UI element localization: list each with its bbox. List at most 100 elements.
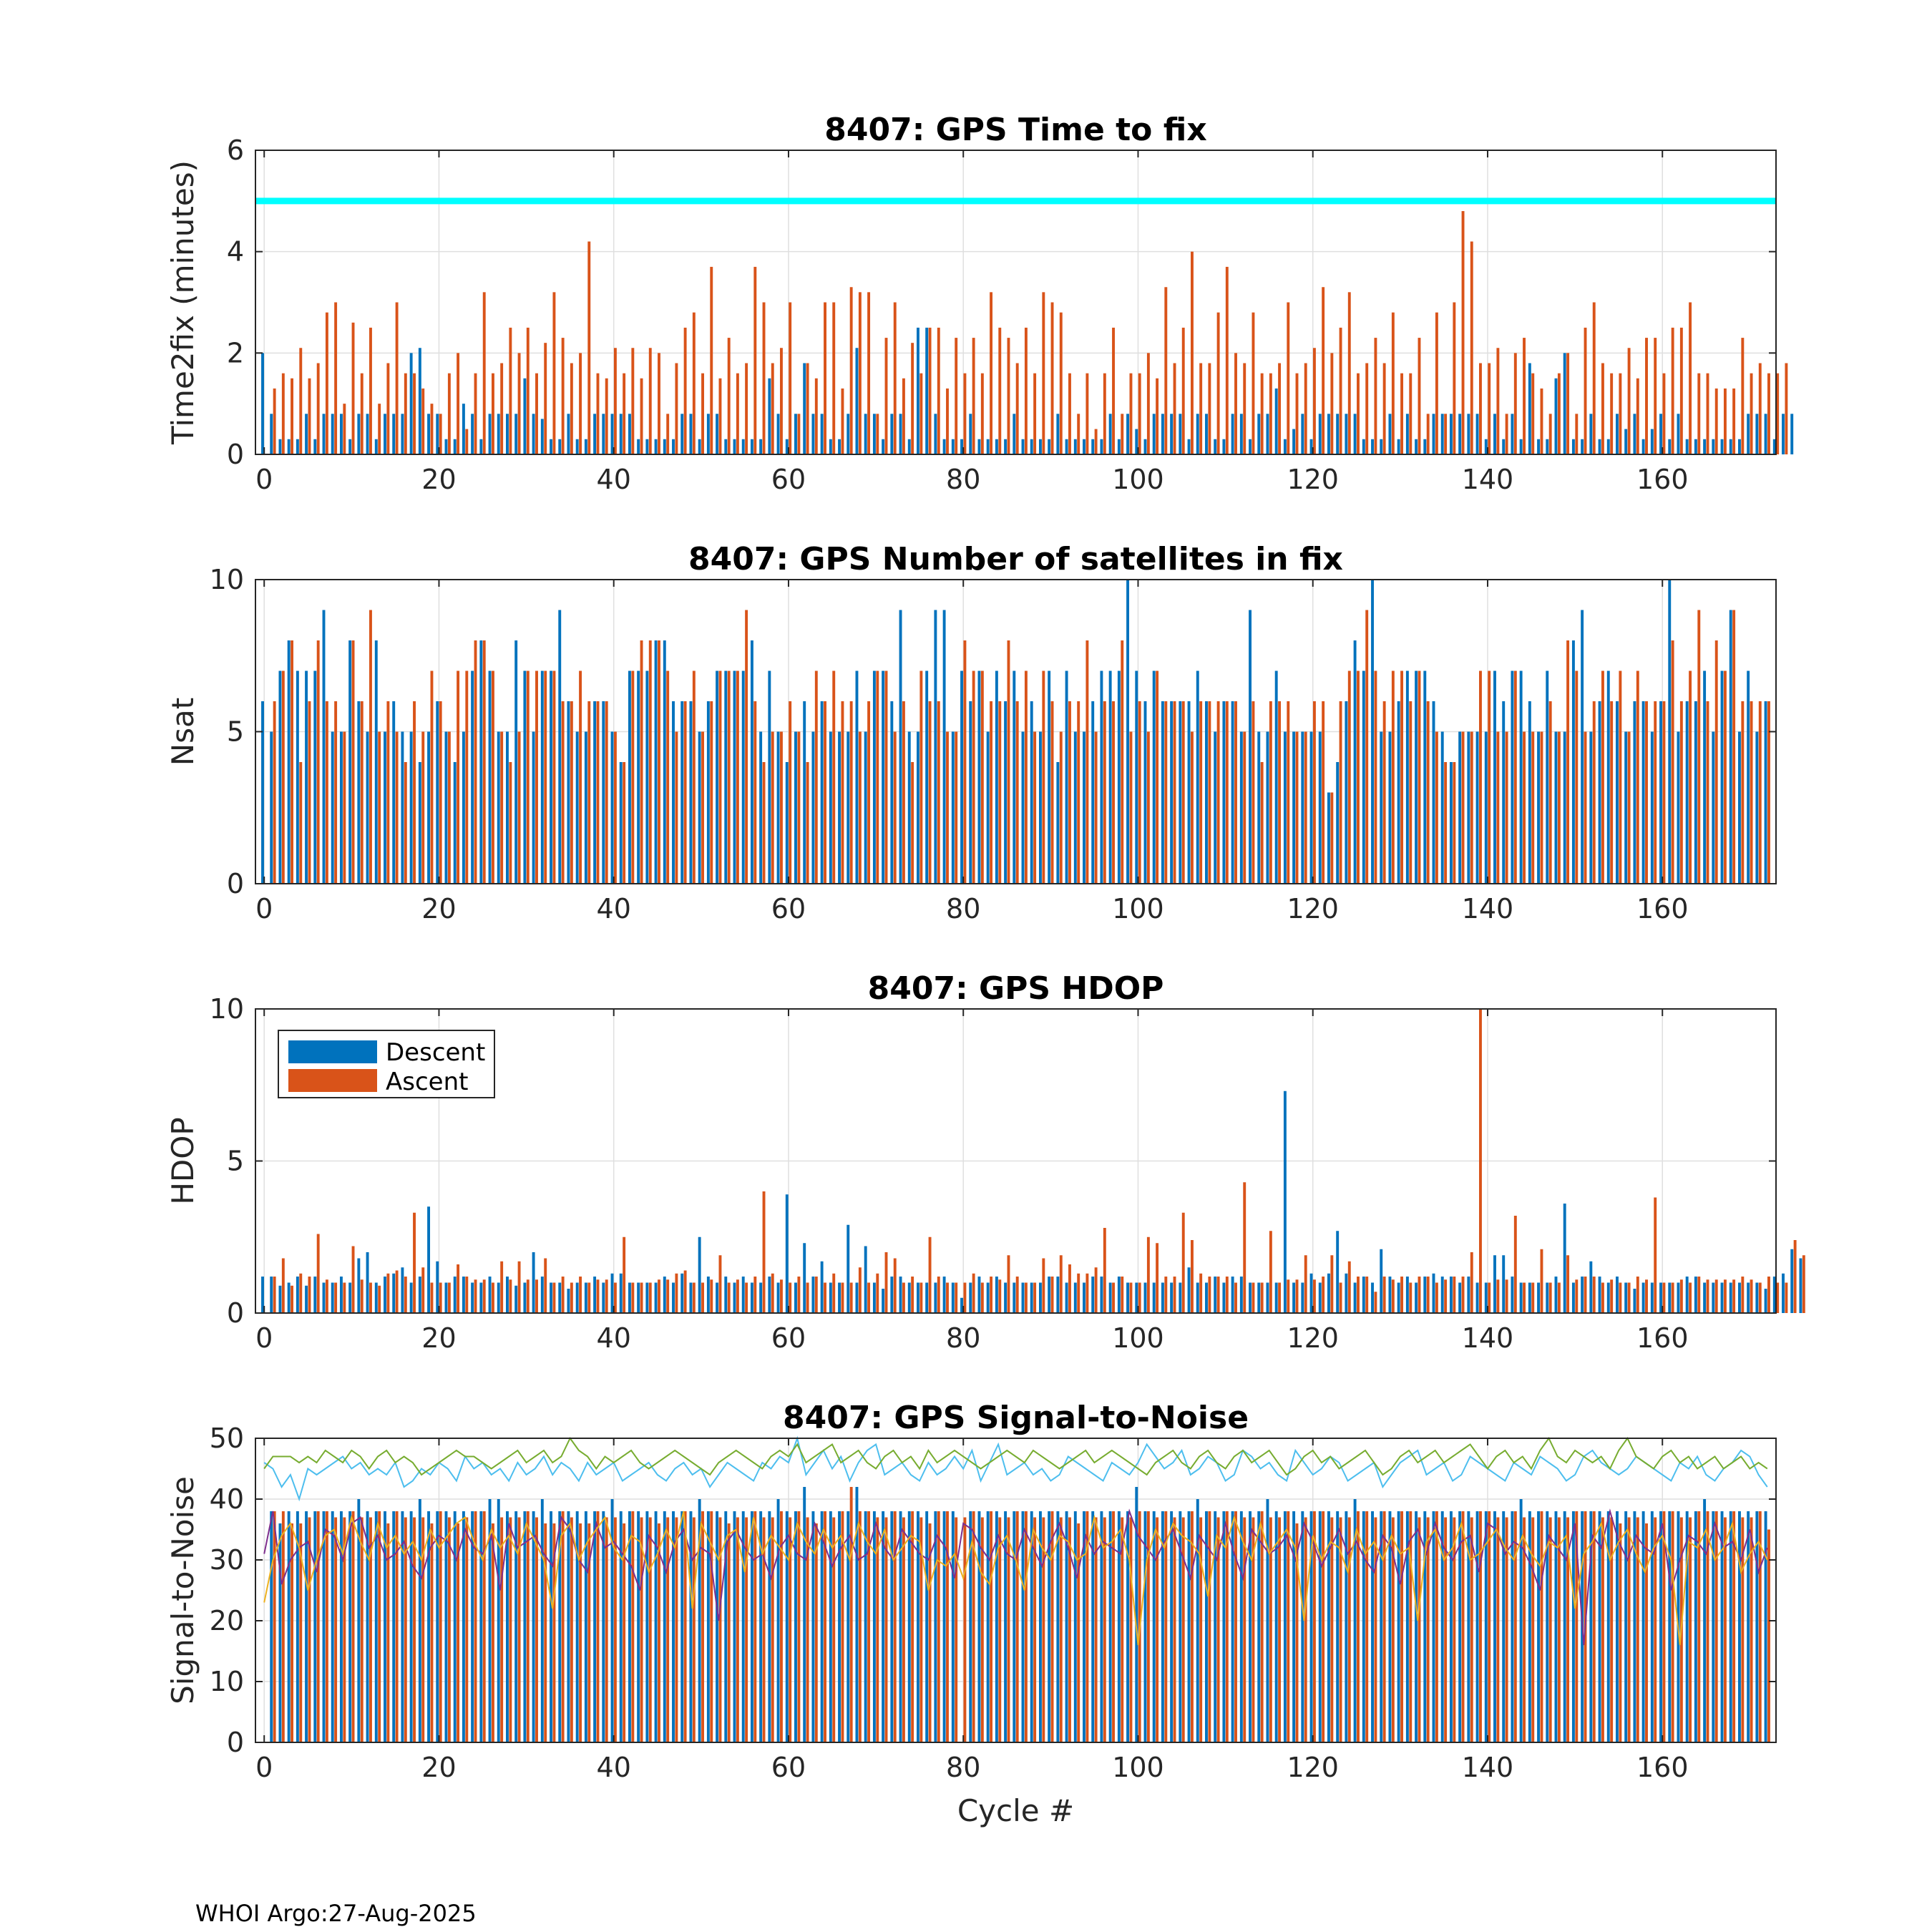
descent-bar bbox=[1362, 670, 1365, 884]
descent-bar bbox=[532, 1252, 535, 1313]
ascent-bar bbox=[457, 353, 460, 454]
ascent-bar bbox=[789, 1282, 792, 1313]
descent-bar bbox=[1283, 1511, 1287, 1742]
ascent-bar bbox=[1269, 1517, 1272, 1742]
descent-bar bbox=[1712, 1511, 1715, 1742]
descent-bar bbox=[1239, 731, 1243, 884]
ascent-bar bbox=[1697, 1511, 1701, 1742]
descent-bar bbox=[1467, 414, 1470, 454]
descent-bar bbox=[1432, 701, 1435, 884]
ascent-bar bbox=[281, 373, 285, 454]
descent-bar bbox=[1484, 439, 1488, 454]
ascent-bar bbox=[841, 1282, 844, 1313]
ascent-bar bbox=[465, 1517, 469, 1742]
ascent-bar bbox=[1243, 731, 1246, 884]
descent-bar bbox=[1380, 439, 1383, 454]
y-tick-label: 20 bbox=[210, 1605, 244, 1636]
ascent-bar bbox=[902, 378, 905, 454]
descent-bar bbox=[1214, 439, 1217, 454]
descent-bar bbox=[706, 701, 710, 884]
ascent-bar bbox=[1015, 363, 1019, 454]
ascent-bar bbox=[1339, 701, 1342, 884]
ascent-bar bbox=[1164, 1511, 1168, 1742]
descent-bar bbox=[1318, 1282, 1322, 1313]
ascent-bar bbox=[928, 327, 932, 454]
ascent-bar bbox=[291, 378, 293, 454]
ascent-bar bbox=[1627, 1282, 1631, 1313]
ascent-bar bbox=[281, 1511, 285, 1742]
snr-cyan-line bbox=[263, 1435, 1768, 1502]
y-tick-label: 0 bbox=[227, 868, 244, 899]
chart-title: 8407: GPS Signal-to-Noise bbox=[783, 1400, 1249, 1436]
ascent-bar bbox=[1295, 373, 1299, 454]
descent-bar bbox=[829, 1511, 832, 1742]
x-tick-label: 160 bbox=[1636, 464, 1689, 495]
ascent-bar bbox=[517, 1261, 521, 1313]
descent-bar bbox=[401, 1511, 404, 1742]
ascent-bar bbox=[658, 353, 660, 454]
descent-bar bbox=[610, 1499, 614, 1742]
ascent-bar bbox=[1758, 701, 1762, 884]
descent-bar bbox=[1729, 1282, 1732, 1313]
ascent-bar bbox=[806, 1282, 809, 1313]
ascent-bar bbox=[1548, 414, 1552, 454]
ascent-bar bbox=[1418, 1277, 1421, 1313]
descent-bar bbox=[1616, 414, 1619, 454]
descent-bar bbox=[523, 1282, 527, 1313]
descent-bar bbox=[969, 1511, 972, 1742]
ascent-bar bbox=[291, 640, 293, 884]
descent-bar bbox=[1641, 701, 1645, 884]
ascent-bar bbox=[1391, 1279, 1395, 1313]
ascent-bar bbox=[430, 670, 434, 884]
descent-bar bbox=[436, 1261, 439, 1313]
ascent-bar bbox=[605, 1517, 608, 1742]
descent-bar bbox=[1747, 1282, 1750, 1313]
descent-bar bbox=[698, 1236, 701, 1313]
descent-bar bbox=[1056, 1511, 1060, 1742]
descent-bar bbox=[1598, 701, 1601, 884]
ascent-bar bbox=[806, 363, 809, 454]
descent-bar bbox=[506, 414, 509, 454]
ascent-bar bbox=[972, 1511, 975, 1742]
descent-bar bbox=[672, 1511, 675, 1742]
x-tick-label: 40 bbox=[597, 893, 631, 924]
ascent-bar bbox=[1050, 302, 1054, 454]
ascent-bar bbox=[824, 701, 826, 884]
descent-bar bbox=[1362, 1511, 1365, 1742]
ascent-bar bbox=[1531, 1282, 1535, 1313]
descent-bar bbox=[899, 414, 902, 454]
ascent-bar bbox=[570, 363, 573, 454]
ascent-bar bbox=[596, 1279, 600, 1313]
ascent-bar bbox=[736, 1517, 739, 1742]
y-tick-label: 10 bbox=[210, 564, 244, 595]
descent-bar bbox=[1388, 1511, 1392, 1742]
descent-bar bbox=[750, 1282, 753, 1313]
ascent-bar bbox=[1059, 1255, 1063, 1313]
descent-bar bbox=[663, 640, 666, 884]
descent-bar bbox=[418, 1277, 421, 1313]
ascent-bar bbox=[946, 388, 949, 454]
ascent-bar bbox=[710, 266, 713, 454]
descent-bar bbox=[680, 701, 684, 884]
ascent-bar bbox=[1278, 1517, 1282, 1742]
ascent-bar bbox=[1619, 373, 1622, 454]
ascent-bar bbox=[771, 1517, 774, 1742]
descent-bar bbox=[278, 1523, 282, 1742]
ascent-bar bbox=[1050, 1511, 1054, 1742]
ascent-bar bbox=[1592, 1277, 1596, 1313]
descent-bar bbox=[1440, 1511, 1444, 1742]
ascent-bar bbox=[447, 1282, 451, 1313]
x-tick-label: 140 bbox=[1462, 1322, 1514, 1354]
ascent-bar bbox=[351, 322, 355, 454]
ascent-bar bbox=[727, 1523, 731, 1742]
descent-bar bbox=[741, 670, 745, 884]
ascent-bar bbox=[1566, 640, 1570, 884]
ascent-bar bbox=[1365, 363, 1369, 454]
descent-bar bbox=[1782, 414, 1785, 454]
descent-bar bbox=[1502, 701, 1506, 884]
ascent-bar bbox=[1260, 762, 1264, 884]
ascent-bar bbox=[1732, 388, 1736, 454]
ascent-bar bbox=[902, 701, 905, 884]
y-tick-label: 5 bbox=[227, 716, 244, 748]
ascent-bar bbox=[884, 338, 888, 454]
